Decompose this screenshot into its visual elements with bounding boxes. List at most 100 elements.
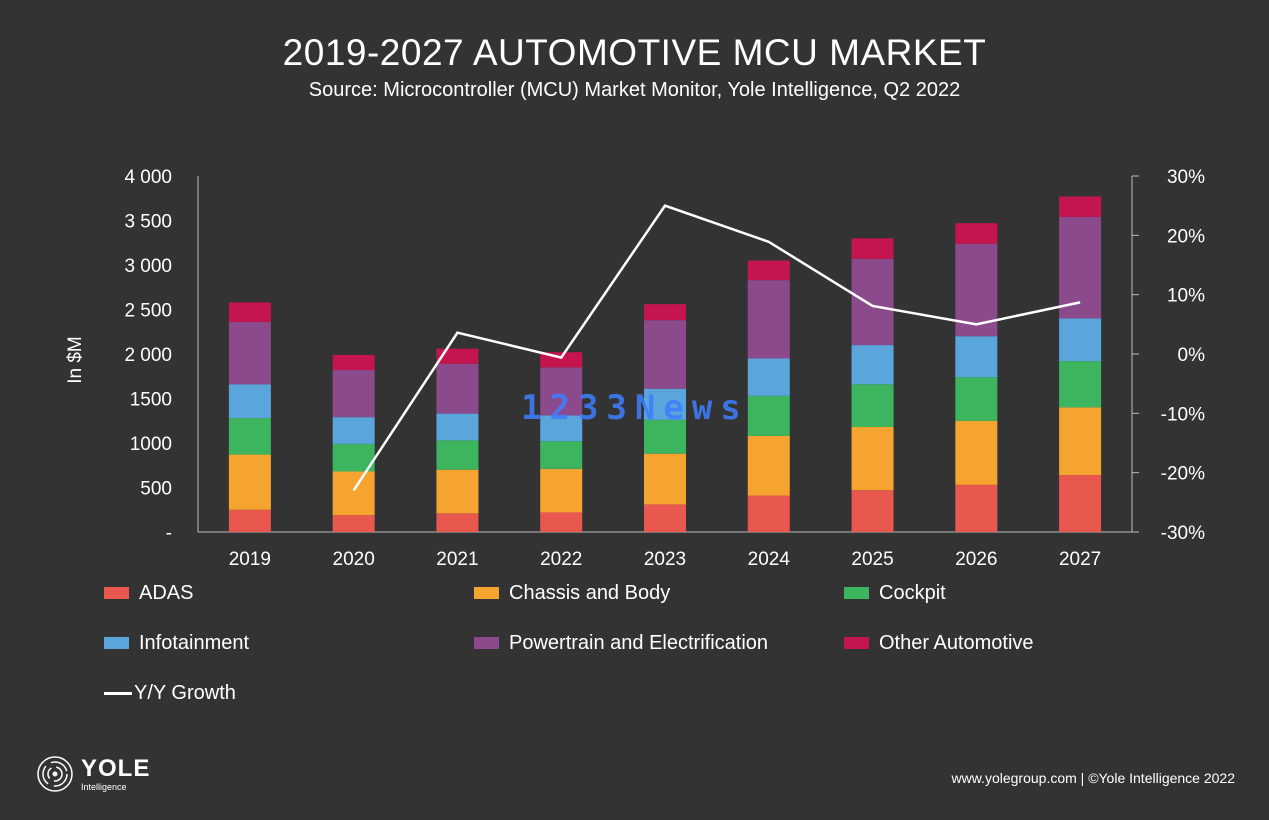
chart-title: 2019-2027 AUTOMOTIVE MCU MARKET (282, 32, 987, 73)
bar-segment-adas (540, 512, 583, 532)
yole-logo: YOLE Intelligence (35, 754, 150, 794)
bar-segment-cockpit (332, 443, 375, 472)
bar-segment-chassis-and-body (436, 469, 479, 514)
bar-segment-cockpit (1059, 361, 1102, 408)
bar-segment-cockpit (747, 395, 790, 436)
bar-segment-chassis-and-body (1059, 407, 1102, 476)
y-tick-label: 4 000 (124, 167, 172, 188)
yole-logo-icon (37, 756, 73, 792)
x-tick-label: 2026 (955, 549, 997, 570)
bar-segment-cockpit (436, 440, 479, 470)
bar-segment-adas (644, 504, 686, 532)
legend-label: Cockpit (879, 581, 946, 604)
y2-tick-label: -20% (1161, 464, 1205, 485)
x-tick-label: 2021 (436, 549, 478, 570)
bar-segment-cockpit (540, 441, 583, 469)
bar-segment-adas (332, 515, 375, 532)
logo-subtitle: Intelligence (81, 781, 127, 792)
y-tick-label: 3 000 (124, 256, 172, 277)
legend-label: ADAS (139, 581, 194, 604)
bar-segment-adas (955, 484, 998, 532)
bar-segment-infotainment (955, 336, 998, 378)
bar-segment-powertrain-and-electrification (436, 363, 479, 414)
x-tick-label: 2027 (1059, 549, 1101, 570)
y2-tick-label: 30% (1167, 167, 1205, 188)
legend-swatch (104, 587, 129, 599)
bar-segment-chassis-and-body (851, 426, 894, 491)
y-tick-label: 1500 (130, 390, 172, 411)
bar-segment-infotainment (436, 413, 479, 441)
legend-swatch (844, 587, 869, 599)
bar-segment-other-automotive (644, 304, 686, 321)
legend-label: Powertrain and Electrification (509, 631, 769, 654)
legend-label: Infotainment (139, 631, 250, 654)
legend-swatch (474, 637, 499, 649)
x-tick-label: 2023 (644, 549, 686, 570)
y2-tick-label: 0% (1178, 345, 1206, 366)
logo-name: YOLE (81, 754, 151, 782)
x-tick-label: 2019 (229, 549, 271, 570)
bar-segment-adas (851, 490, 894, 532)
bar-segment-chassis-and-body (747, 435, 790, 496)
y2-tick-label: 10% (1167, 286, 1205, 307)
legend-item-growth: Y/Y Growth (104, 678, 236, 708)
y-tick-label: 500 (140, 479, 172, 500)
bar-segment-powertrain-and-electrification (332, 370, 375, 418)
y-tick-label: 2 500 (124, 301, 172, 322)
y-tick-label: - (166, 523, 172, 544)
bar-segment-other-automotive (228, 302, 271, 322)
x-tick-label: 2022 (540, 549, 582, 570)
y-tick-label: 1000 (130, 434, 172, 455)
bar-segment-cockpit (228, 418, 271, 455)
bar-segment-infotainment (540, 415, 583, 442)
yy-growth-line (352, 204, 1081, 492)
y-tick-label: 2 000 (124, 345, 172, 366)
bar-segment-chassis-and-body (332, 471, 375, 516)
watermark-text: 1233News (521, 388, 749, 428)
legend-label: Y/Y Growth (134, 681, 236, 704)
bar-segment-infotainment (1059, 318, 1102, 362)
bar-segment-other-automotive (747, 260, 790, 281)
bar-segment-other-automotive (332, 354, 375, 371)
footer-credit: www.yolegroup.com | ©Yole Intelligence 2… (951, 770, 1236, 786)
bar-segment-cockpit (851, 384, 894, 427)
bar-segment-other-automotive (851, 238, 894, 259)
legend-swatch (474, 587, 499, 599)
bar-segment-other-automotive (955, 223, 998, 244)
chart-subtitle: Source: Microcontroller (MCU) Market Mon… (308, 79, 961, 101)
legend-item: Infotainment (104, 628, 249, 658)
bar-segment-cockpit (955, 377, 998, 421)
bar-segment-powertrain-and-electrification (644, 320, 686, 389)
legend-line-swatch (104, 691, 132, 695)
bar-segment-chassis-and-body (540, 468, 583, 513)
legend-item: ADAS (104, 578, 193, 608)
bar-segment-adas (747, 495, 790, 532)
x-tick-label: 2025 (851, 549, 893, 570)
bar-segment-chassis-and-body (228, 454, 271, 510)
bar-segment-adas (436, 513, 479, 532)
y-axis-label: In $M (65, 336, 86, 384)
bar-segment-powertrain-and-electrification (228, 321, 271, 385)
bar-segment-cockpit (644, 419, 686, 454)
bar-segment-infotainment (851, 345, 894, 385)
legend-item: Powertrain and Electrification (474, 628, 768, 658)
bar-segment-infotainment (228, 384, 271, 419)
x-tick-label: 2024 (748, 549, 791, 570)
bar-segment-adas (1059, 475, 1102, 532)
legend-label: Other Automotive (879, 631, 1034, 654)
chart-legend: ADAS Chassis and Body Cockpit Infotainment P… (104, 578, 1204, 718)
bar-segment-adas (228, 509, 271, 532)
y-tick-label: 3 500 (124, 212, 172, 233)
bar-segment-other-automotive (436, 348, 479, 364)
x-tick-label: 2020 (333, 549, 375, 570)
legend-item: Other Automotive (844, 628, 1034, 658)
bar-segment-powertrain-and-electrification (851, 258, 894, 346)
bar-segment-infotainment (332, 417, 375, 444)
bar-segment-chassis-and-body (644, 453, 686, 505)
bar-segment-infotainment (644, 388, 686, 420)
bar-segment-other-automotive (1059, 196, 1102, 217)
bar-segment-powertrain-and-electrification (747, 280, 790, 359)
bar-segment-chassis-and-body (955, 420, 998, 485)
bar-segment-powertrain-and-electrification (540, 367, 583, 416)
